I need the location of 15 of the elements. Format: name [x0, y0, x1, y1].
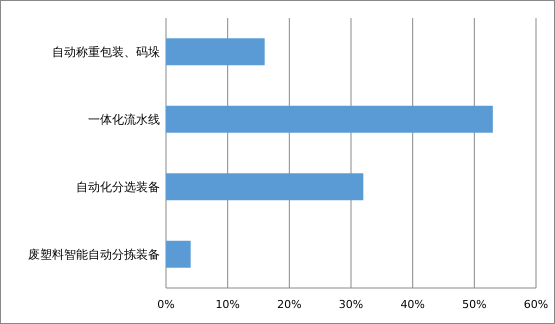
y-tick-label: 废塑料智能自动分拣装备	[28, 247, 160, 262]
x-tick-label: 20%	[277, 298, 302, 311]
y-tick-label: 自动化分选装备	[76, 180, 160, 194]
x-tick-label: 30%	[338, 298, 364, 311]
x-tick-label: 60%	[524, 298, 548, 311]
bar	[166, 38, 265, 66]
x-tick-label: 40%	[400, 298, 425, 311]
bar	[166, 173, 364, 200]
x-tick-label: 0%	[157, 298, 175, 311]
y-tick-label: 自动称重包装、码垛	[52, 44, 160, 59]
bar	[166, 240, 191, 268]
x-tick-label: 10%	[215, 298, 240, 311]
y-tick-label: 一体化流水线	[88, 112, 160, 126]
bar	[166, 106, 493, 133]
x-tick-label: 50%	[462, 298, 487, 311]
